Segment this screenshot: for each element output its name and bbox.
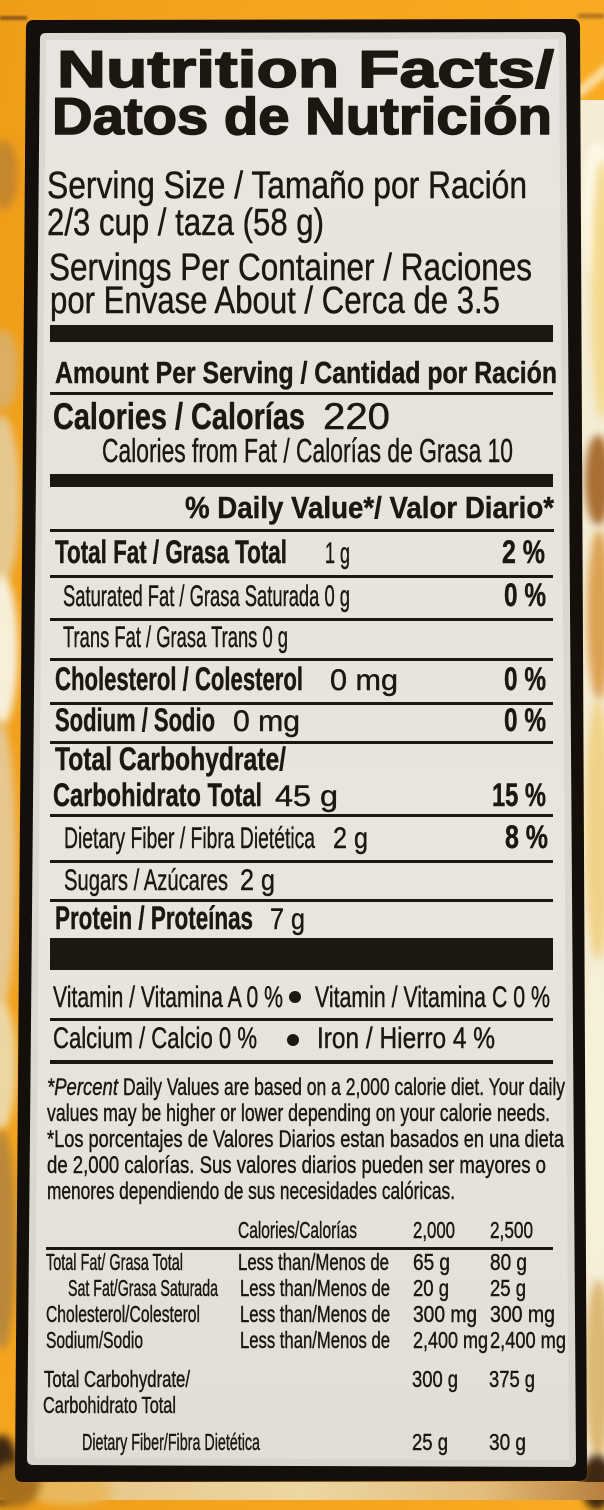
svg-text:1 g: 1 g: [325, 537, 350, 570]
svg-text:por Envase About / Cerca de 3.: por Envase About / Cerca de 3.5: [50, 280, 500, 322]
svg-text:Total Fat/ Grasa Total: Total Fat/ Grasa Total: [46, 1249, 183, 1275]
svg-text:375 g: 375 g: [489, 1366, 535, 1392]
svg-text:2,500: 2,500: [490, 1217, 533, 1243]
svg-text:Cholesterol/Colesterol: Cholesterol/Colesterol: [46, 1301, 200, 1327]
svg-text:Less than/Menos de: Less than/Menos de: [240, 1301, 390, 1327]
svg-text:65 g: 65 g: [413, 1249, 450, 1275]
svg-text:Protein / Proteínas: Protein / Proteínas: [55, 900, 253, 936]
svg-text:Total Carbohydrate/: Total Carbohydrate/: [44, 1366, 190, 1392]
svg-text:0 %: 0 %: [504, 577, 546, 613]
svg-text:Sat Fat/Grasa Saturada: Sat Fat/Grasa Saturada: [68, 1275, 218, 1301]
svg-text:2,400 mg: 2,400 mg: [413, 1327, 488, 1353]
svg-text:Sodium / Sodio: Sodium / Sodio: [55, 702, 215, 738]
svg-text:80 g: 80 g: [490, 1249, 527, 1275]
svg-text:Dietary Fiber / Fibra Dietétic: Dietary Fiber / Fibra Dietética: [64, 822, 315, 855]
svg-text:Calcium / Calcio 0 %: Calcium / Calcio 0 %: [53, 1022, 257, 1055]
svg-text:Servings Per Container / Racio: Servings Per Container / Raciones: [49, 247, 532, 289]
svg-text:Datos de Nutrición: Datos de Nutrición: [52, 88, 552, 146]
svg-text:Less than/Menos de: Less than/Menos de: [240, 1327, 390, 1353]
svg-text:7 g: 7 g: [270, 903, 305, 936]
svg-text:Serving Size / Tamaño por Raci: Serving Size / Tamaño por Ración: [47, 165, 527, 207]
svg-text:Trans Fat / Grasa Trans 0 g: Trans Fat / Grasa Trans 0 g: [63, 621, 288, 654]
svg-text:25 g: 25 g: [490, 1275, 526, 1301]
svg-text:Calories/Calorías: Calories/Calorías: [238, 1217, 357, 1243]
svg-text:Saturated Fat / Grasa Saturada: Saturated Fat / Grasa Saturada 0 g: [63, 580, 350, 613]
svg-text:220: 220: [323, 396, 390, 437]
svg-text:values may be higher or lower: values may be higher or lower depending …: [47, 1100, 550, 1127]
svg-text:Total Carbohydrate/: Total Carbohydrate/: [55, 741, 286, 777]
svg-text:Amount Per Serving / Cantidad: Amount Per Serving / Cantidad por Ración: [55, 355, 557, 390]
svg-text:300 g: 300 g: [412, 1366, 458, 1392]
svg-text:*Percent: *Percent: [47, 1074, 119, 1101]
svg-text:% Daily Value*/ Valor Diario*: % Daily Value*/ Valor Diario*: [185, 490, 555, 525]
svg-text:Sugars / Azúcares: Sugars / Azúcares: [64, 864, 228, 897]
svg-text:20 g: 20 g: [413, 1275, 449, 1301]
svg-text:Vitamin / Vitamina C 0 %: Vitamin / Vitamina C 0 %: [315, 981, 550, 1014]
svg-text:Iron / Hierro 4 %: Iron / Hierro 4 %: [317, 1022, 495, 1055]
svg-text:Less than/Menos de: Less than/Menos de: [238, 1249, 389, 1275]
svg-text:Sodium/Sodio: Sodium/Sodio: [46, 1327, 143, 1353]
svg-text:2 %: 2 %: [502, 534, 545, 570]
svg-text:Calories from Fat / Calorías d: Calories from Fat / Calorías de Grasa 10: [102, 432, 513, 469]
svg-text:Carbohidrato Total: Carbohidrato Total: [53, 777, 262, 813]
svg-text:2,000: 2,000: [413, 1217, 455, 1243]
svg-text:*Los porcentajes de Valores Di: *Los porcentajes de Valores Diarios esta…: [47, 1126, 564, 1153]
svg-text:Daily Values are based on a 2,: Daily Values are based on a 2,000 calori…: [123, 1074, 565, 1101]
svg-text:15 %: 15 %: [492, 777, 546, 813]
svg-text:0 %: 0 %: [504, 661, 546, 697]
svg-text:Total Fat / Grasa Total: Total Fat / Grasa Total: [55, 534, 287, 570]
svg-text:0 mg: 0 mg: [233, 705, 300, 738]
svg-text:2/3 cup / taza (58 g): 2/3 cup / taza (58 g): [47, 202, 324, 244]
svg-text:menores dependiendo de sus ne: menores dependiendo de sus necesidades c…: [47, 1178, 455, 1205]
svg-text:Dietary Fiber/Fibra Dietética: Dietary Fiber/Fibra Dietética: [82, 1429, 260, 1455]
svg-text:Calories / Calorías: Calories / Calorías: [53, 396, 305, 437]
svg-text:300 mg: 300 mg: [490, 1301, 555, 1327]
svg-text:2,400 mg: 2,400 mg: [490, 1327, 566, 1353]
svg-text:Carbohidrato Total: Carbohidrato Total: [43, 1392, 176, 1418]
svg-text:0 %: 0 %: [504, 702, 546, 738]
svg-text:Less than/Menos de: Less than/Menos de: [240, 1275, 390, 1301]
svg-text:45 g: 45 g: [275, 780, 338, 813]
svg-text:0 mg: 0 mg: [330, 664, 398, 697]
svg-text:Nutrition Facts/: Nutrition Facts/: [57, 41, 554, 99]
svg-text:de 2,000 calorías. Sus valores: de 2,000 calorías. Sus valores diarios p…: [47, 1152, 546, 1179]
svg-text:300 mg: 300 mg: [413, 1301, 477, 1327]
svg-text:25 g: 25 g: [412, 1429, 448, 1455]
svg-text:Cholesterol / Colesterol: Cholesterol / Colesterol: [55, 661, 303, 697]
svg-text:30 g: 30 g: [489, 1429, 526, 1455]
svg-text:2 g: 2 g: [240, 864, 275, 897]
svg-text:Vitamin / Vitamina A 0 %: Vitamin / Vitamina A 0 %: [53, 981, 283, 1014]
svg-text:8 %: 8 %: [505, 819, 548, 855]
svg-text:2 g: 2 g: [333, 822, 368, 855]
